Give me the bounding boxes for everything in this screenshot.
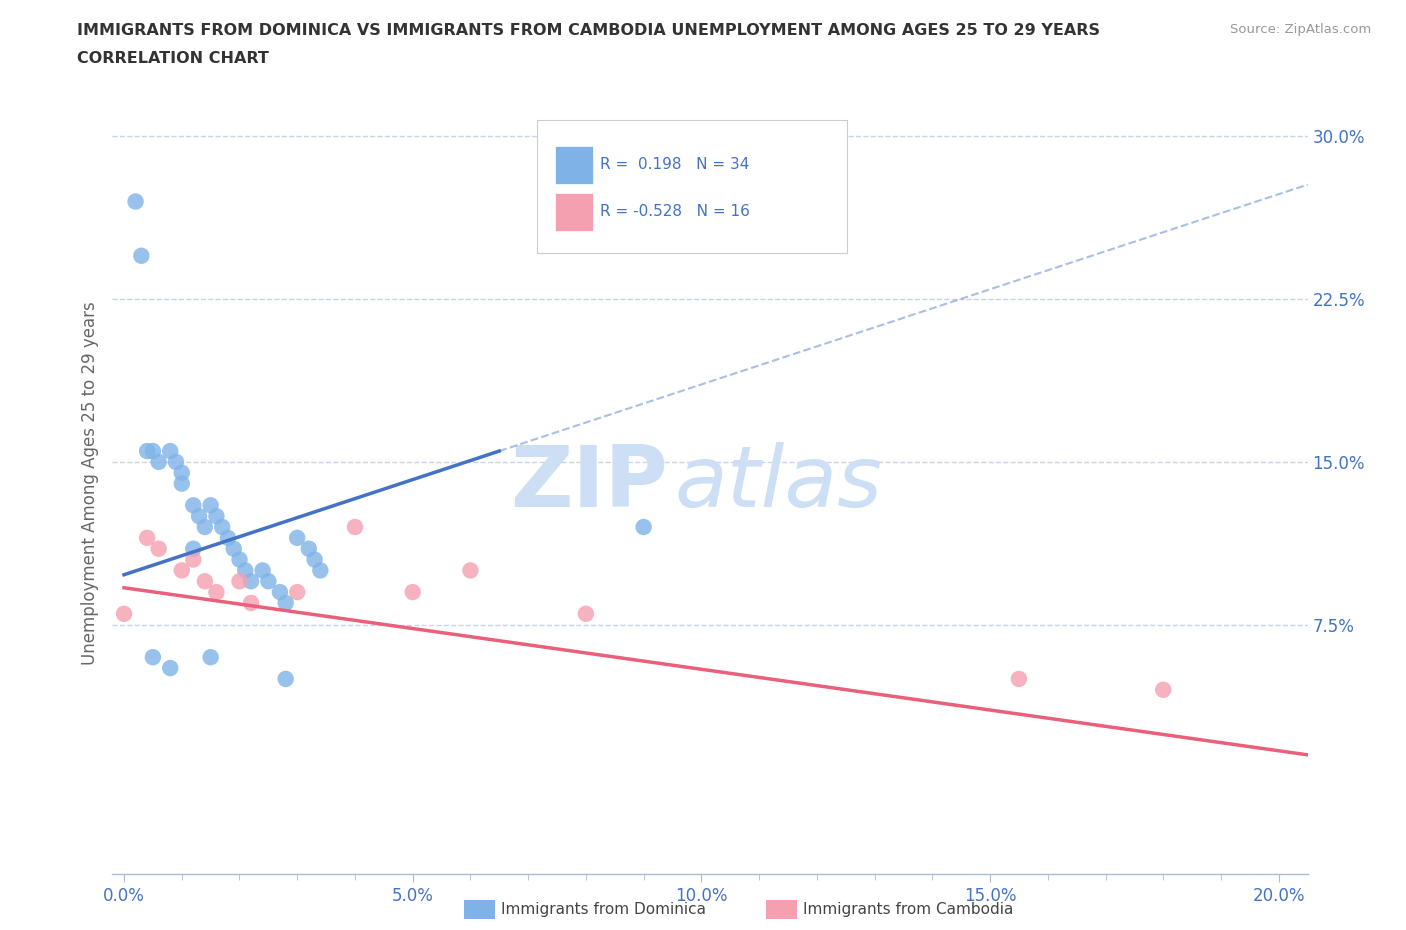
- Point: [148, 541, 170, 556]
- Point: [633, 520, 655, 535]
- Point: [222, 541, 245, 556]
- Point: [309, 563, 332, 578]
- Point: [194, 574, 217, 589]
- Point: [159, 660, 181, 675]
- Point: [257, 574, 280, 589]
- Point: [240, 574, 263, 589]
- Text: IMMIGRANTS FROM DOMINICA VS IMMIGRANTS FROM CAMBODIA UNEMPLOYMENT AMONG AGES 25 : IMMIGRANTS FROM DOMINICA VS IMMIGRANTS F…: [77, 23, 1101, 38]
- Point: [181, 541, 204, 556]
- Point: [170, 563, 193, 578]
- Point: [170, 476, 193, 491]
- Text: ZIP: ZIP: [510, 442, 668, 525]
- Text: atlas: atlas: [675, 442, 882, 525]
- Point: [181, 552, 204, 567]
- Text: R = -0.528   N = 16: R = -0.528 N = 16: [600, 205, 749, 219]
- Y-axis label: Unemployment Among Ages 25 to 29 years: Unemployment Among Ages 25 to 29 years: [80, 301, 98, 666]
- Point: [170, 465, 193, 480]
- Point: [228, 574, 250, 589]
- FancyBboxPatch shape: [537, 120, 848, 253]
- Text: Immigrants from Cambodia: Immigrants from Cambodia: [803, 902, 1014, 917]
- Point: [252, 563, 274, 578]
- Point: [285, 530, 308, 545]
- Text: CORRELATION CHART: CORRELATION CHART: [77, 51, 269, 66]
- Point: [217, 530, 239, 545]
- Text: Immigrants from Dominica: Immigrants from Dominica: [501, 902, 706, 917]
- Point: [148, 455, 170, 470]
- Point: [285, 585, 308, 600]
- Point: [136, 530, 159, 545]
- Point: [142, 444, 165, 458]
- FancyBboxPatch shape: [554, 146, 593, 184]
- Point: [181, 498, 204, 512]
- Point: [200, 498, 222, 512]
- Point: [228, 552, 250, 567]
- Point: [274, 595, 297, 610]
- Point: [269, 585, 291, 600]
- Point: [131, 248, 153, 263]
- Point: [136, 444, 159, 458]
- Point: [159, 444, 181, 458]
- Point: [343, 520, 366, 535]
- Point: [194, 520, 217, 535]
- Point: [211, 520, 233, 535]
- Point: [188, 509, 211, 524]
- Point: [304, 552, 326, 567]
- Point: [165, 455, 187, 470]
- Point: [142, 650, 165, 665]
- Point: [240, 595, 263, 610]
- Text: R =  0.198   N = 34: R = 0.198 N = 34: [600, 157, 749, 172]
- Point: [298, 541, 321, 556]
- Point: [460, 563, 482, 578]
- Point: [233, 563, 256, 578]
- Point: [205, 509, 228, 524]
- Point: [402, 585, 425, 600]
- Text: Source: ZipAtlas.com: Source: ZipAtlas.com: [1230, 23, 1371, 36]
- Point: [575, 606, 598, 621]
- Point: [1152, 683, 1174, 698]
- Point: [274, 671, 297, 686]
- FancyBboxPatch shape: [554, 193, 593, 232]
- Point: [112, 606, 135, 621]
- Point: [124, 194, 146, 209]
- Point: [1008, 671, 1031, 686]
- Point: [205, 585, 228, 600]
- Point: [200, 650, 222, 665]
